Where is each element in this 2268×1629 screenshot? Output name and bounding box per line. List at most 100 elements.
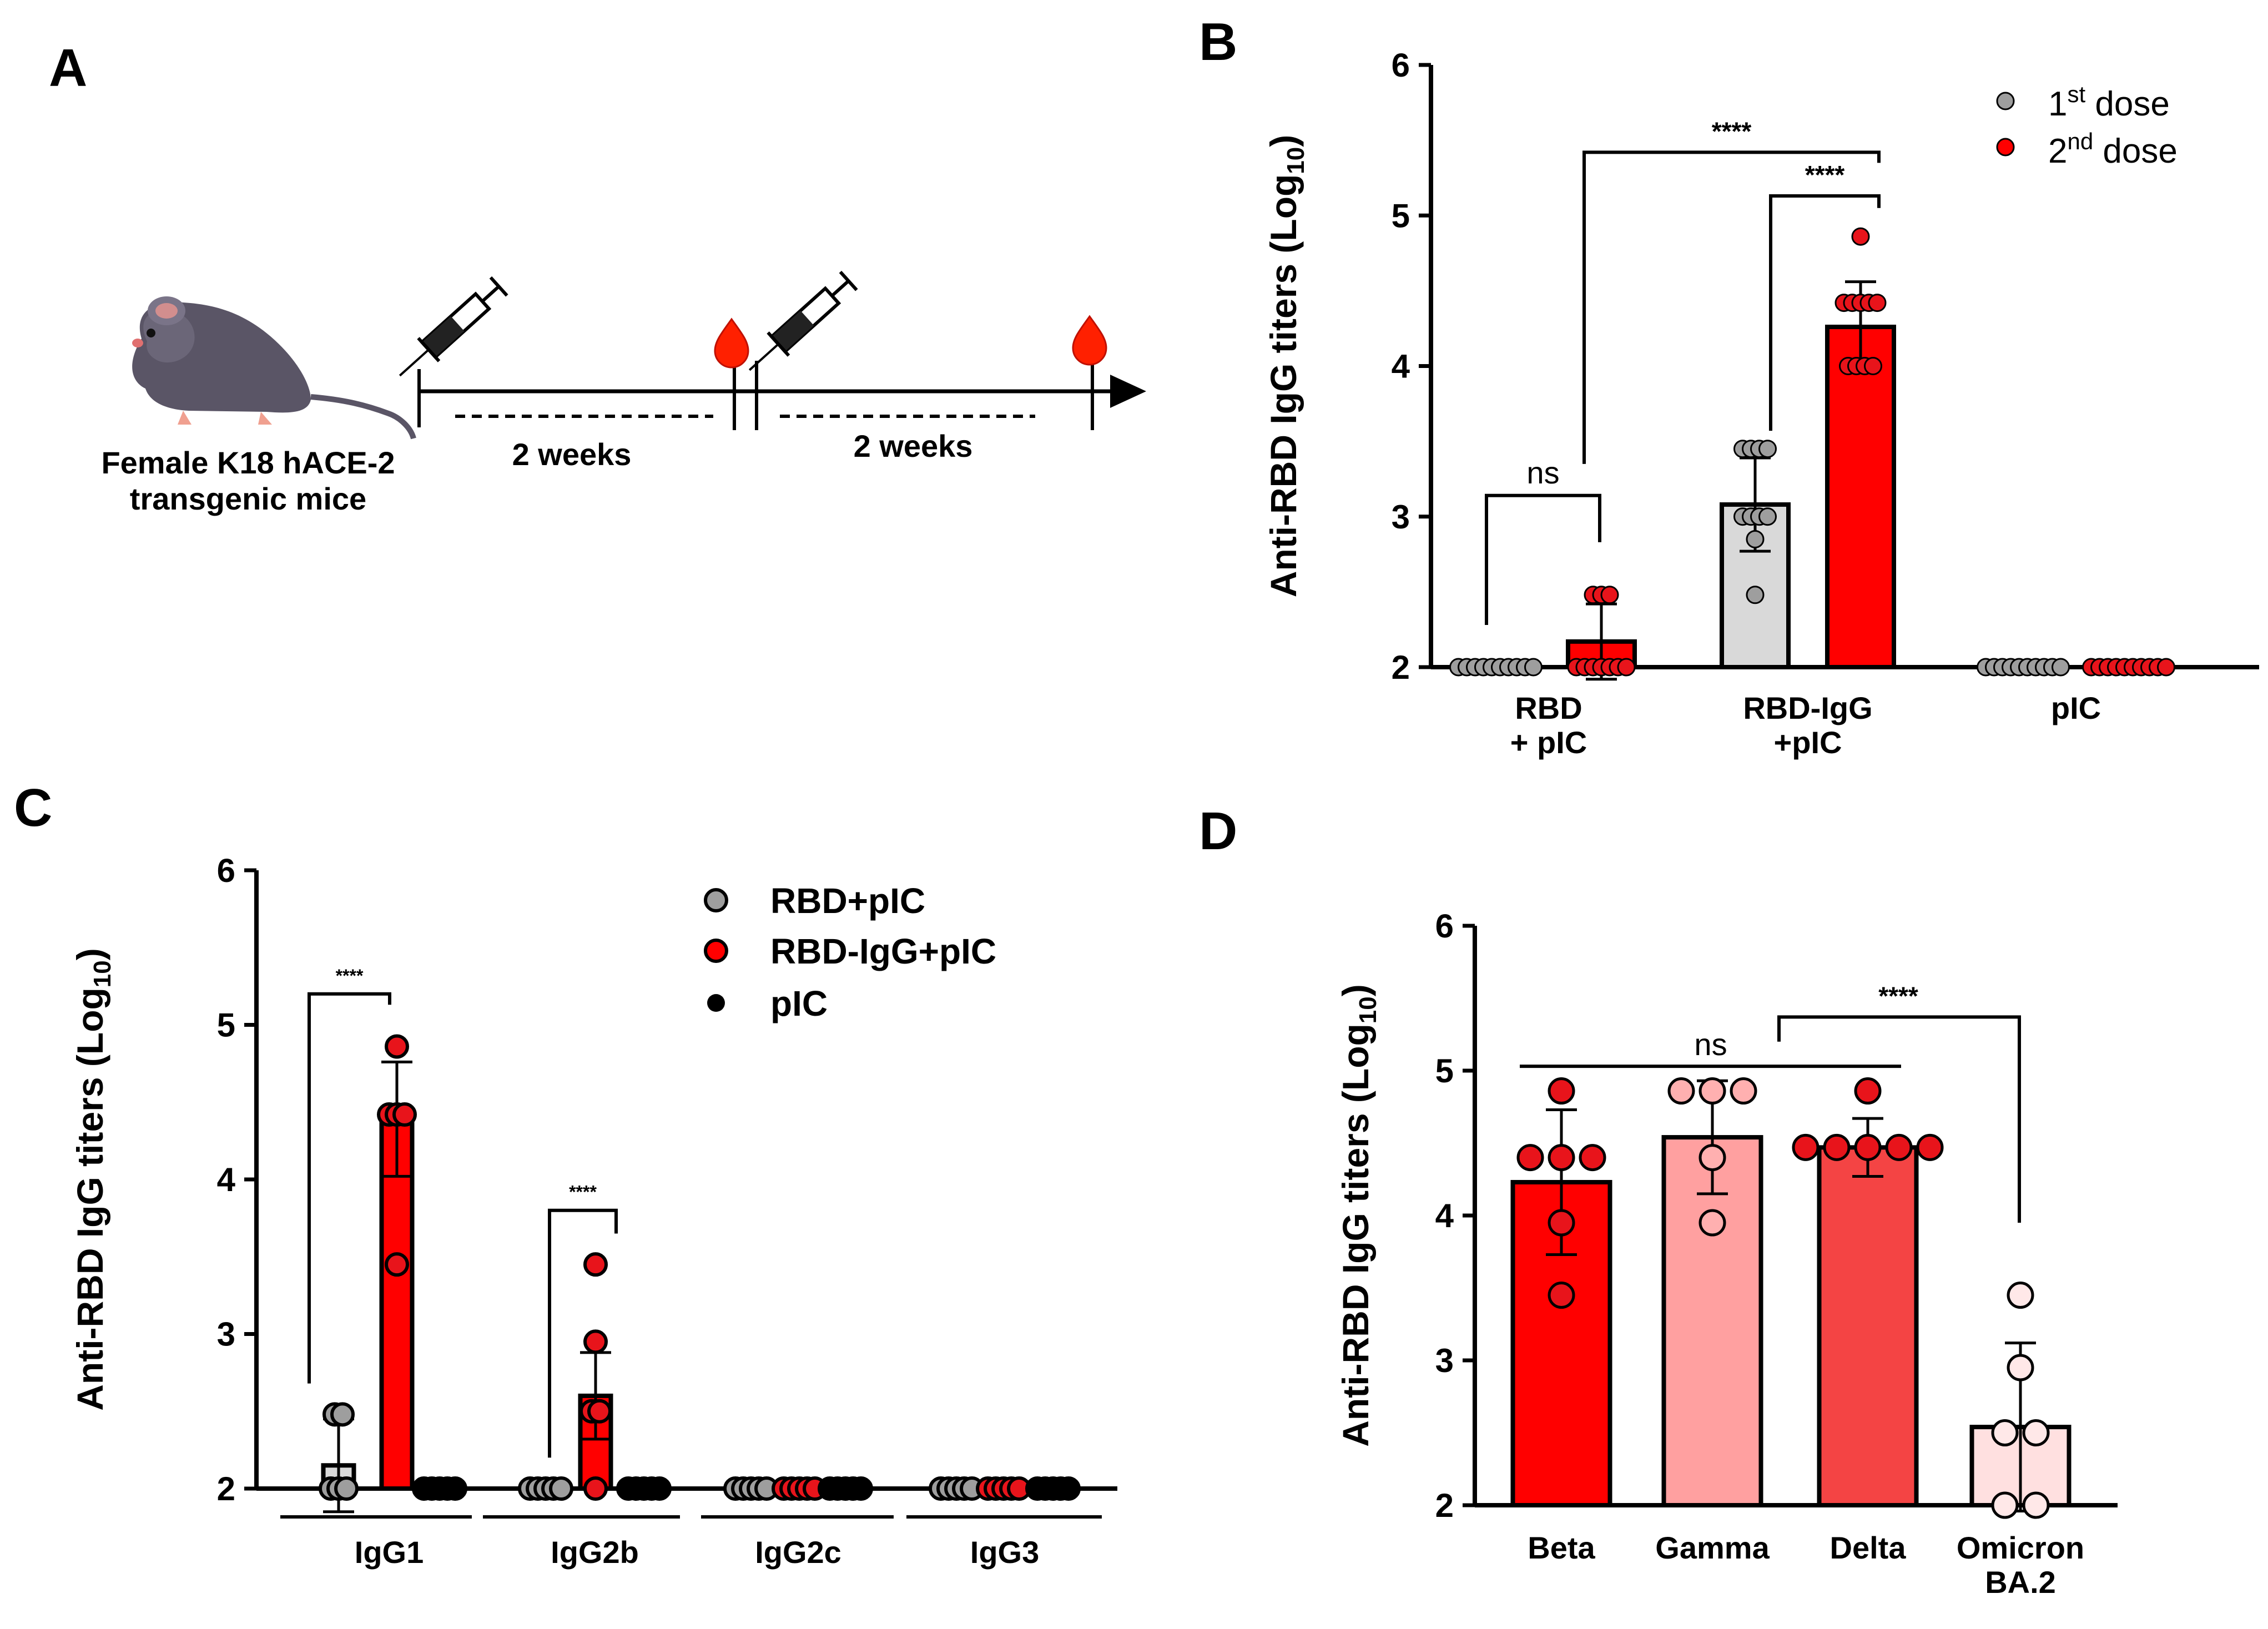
- significance-bracket: [1485, 493, 1601, 626]
- y-tick-label: 4: [1392, 348, 1410, 385]
- mouse-icon: [132, 296, 416, 440]
- y-axis-label: Anti-RBD IgG titers (Log10): [1263, 135, 1309, 598]
- data-point: [2052, 658, 2070, 677]
- data-point: [1991, 1491, 2019, 1519]
- interval-label-1: 2 weeks: [512, 437, 632, 472]
- timeline-arrowhead: [1110, 375, 1146, 408]
- y-tick-label: 3: [1435, 1342, 1454, 1379]
- data-point: [1524, 658, 1543, 677]
- data-point: [549, 1476, 573, 1501]
- data-point: [849, 1476, 873, 1501]
- bar-delta: [1817, 1145, 1919, 1508]
- data-point: [385, 1034, 409, 1059]
- x-tick-label: Gamma: [1655, 1530, 1770, 1565]
- data-point: [1746, 586, 1765, 604]
- chart-c-legend: RBD+pIC RBD-IgG+pIC pIC: [704, 881, 996, 1023]
- bar-2nd-dose-rbd-igg-pic: [1825, 324, 1896, 669]
- x-tick-label: IgG2c: [755, 1535, 841, 1570]
- significance-bracket: [1582, 150, 1881, 464]
- significance-bracket: [308, 992, 391, 1384]
- significance-label: ****: [336, 966, 364, 986]
- data-point: [1730, 1077, 1757, 1105]
- panel-b-label: B: [1199, 12, 1237, 72]
- data-point: [443, 1476, 467, 1501]
- data-point: [1600, 586, 1619, 604]
- x-tick-label: Delta: [1830, 1530, 1907, 1565]
- x-tick-label: IgG3: [970, 1535, 1039, 1570]
- y-axis-label: Anti-RBD IgG titers (Log10): [69, 948, 116, 1411]
- panel-d-label: D: [1199, 801, 1237, 861]
- mouse-caption-1: Female K18 hACE-2: [101, 445, 395, 480]
- y-tick-label: 2: [217, 1470, 235, 1507]
- data-point: [2007, 1354, 2034, 1381]
- significance-label: ****: [1878, 981, 1918, 1010]
- interval-label-2: 2 weeks: [854, 428, 973, 463]
- y-tick-label: 2: [1435, 1487, 1454, 1524]
- significance-label: ns: [1694, 1027, 1727, 1062]
- data-point: [1885, 1133, 1913, 1161]
- significance-bracket: [1769, 194, 1881, 431]
- blood-drop-icon: [1072, 315, 1107, 366]
- x-tick-label: Beta: [1528, 1530, 1595, 1565]
- significance-label: ****: [569, 1182, 597, 1202]
- data-point: [1548, 1209, 1575, 1237]
- data-point: [1516, 1144, 1544, 1172]
- data-point: [1746, 529, 1765, 548]
- data-point: [334, 1476, 359, 1501]
- data-point: [1667, 1077, 1695, 1105]
- data-point: [1758, 507, 1777, 526]
- significance-label: ns: [1526, 455, 1559, 490]
- panel-d: D 2 3 4 5 6 Anti-RBD IgG titers (Log10) Beta Ga…: [1199, 801, 2118, 1600]
- timeline: 2 weeks 2 weeks: [417, 361, 1146, 472]
- legend-marker-rbd-pic: [704, 888, 728, 912]
- y-tick-label: 6: [1392, 47, 1410, 84]
- y-axis-label: Anti-RBD IgG titers (Log10): [1335, 984, 1382, 1447]
- data-point: [1617, 658, 1636, 677]
- y-tick-label: 3: [1392, 498, 1410, 536]
- data-point: [2022, 1419, 2050, 1446]
- bar-gamma: [1661, 1135, 1763, 1508]
- x-tick-label: +pIC: [1774, 725, 1842, 760]
- x-tick-label: IgG1: [355, 1535, 424, 1570]
- legend-marker-rbd-igg-pic: [704, 939, 728, 963]
- legend-marker-1st-dose: [1996, 92, 2015, 110]
- significance-label: ****: [1805, 160, 1845, 189]
- chart-b-legend: 1st dose 2nd dose: [1996, 81, 2178, 170]
- syringe-icon: [399, 276, 508, 377]
- blood-drop-icon: [714, 317, 749, 369]
- chart-b: 2 3 4 5 6 Anti-RBD IgG titers (Log10) RBD+ pIC…: [1263, 47, 2259, 760]
- syringe-icon: [748, 270, 858, 371]
- legend-label-rbd-igg-pic: RBD-IgG+pIC: [770, 931, 996, 971]
- y-tick-label: 5: [1392, 197, 1410, 234]
- data-point: [2157, 658, 2175, 677]
- data-point: [1056, 1476, 1081, 1501]
- data-point: [1548, 1282, 1575, 1309]
- y-tick-label: 5: [217, 1007, 235, 1044]
- legend-label-pic: pIC: [770, 984, 828, 1023]
- legend-label-rbd-pic: RBD+pIC: [770, 881, 925, 921]
- data-point: [330, 1402, 355, 1427]
- data-point: [1699, 1144, 1726, 1172]
- data-point: [1699, 1209, 1726, 1237]
- data-point: [1991, 1419, 2019, 1446]
- y-tick-label: 3: [217, 1316, 235, 1353]
- x-tick-label: BA.2: [1985, 1565, 2056, 1600]
- data-point: [583, 1329, 608, 1354]
- data-point: [1579, 1144, 1606, 1172]
- data-point: [1916, 1133, 1944, 1161]
- x-tick-label: pIC: [2051, 690, 2101, 725]
- y-tick-label: 5: [1435, 1052, 1454, 1090]
- significance-bracket: [548, 1208, 618, 1458]
- y-tick-label: 2: [1392, 649, 1410, 686]
- panel-c: C 2 3 4 5 6 Anti-RBD IgG titers (Log10) IgG1 Ig…: [14, 778, 1117, 1570]
- mouse-caption-2: transgenic mice: [130, 481, 366, 516]
- data-point: [587, 1399, 612, 1424]
- x-tick-label: IgG2b: [551, 1535, 639, 1570]
- data-point: [583, 1252, 608, 1277]
- data-point: [1548, 1077, 1575, 1105]
- data-point: [1854, 1133, 1882, 1161]
- y-tick-label: 4: [217, 1161, 236, 1198]
- data-point: [1548, 1144, 1575, 1172]
- y-tick-label: 4: [1435, 1197, 1454, 1234]
